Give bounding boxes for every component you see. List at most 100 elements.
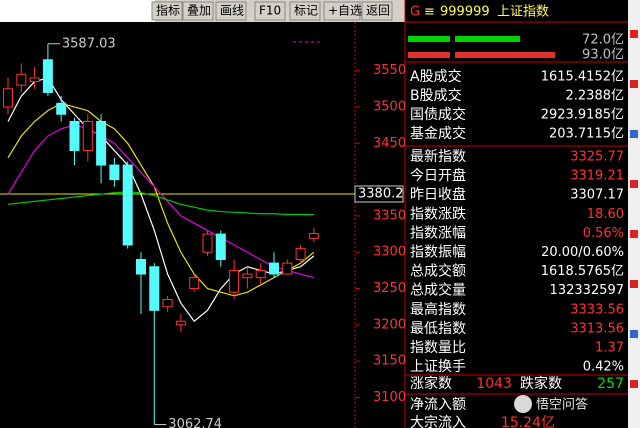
side-strip bbox=[628, 0, 640, 428]
candle-body bbox=[202, 233, 213, 253]
row-label: A股成交 bbox=[410, 68, 462, 85]
bar-label: 93.0亿 bbox=[582, 48, 624, 63]
toolbar-label[interactable]: 叠加 bbox=[187, 4, 211, 18]
candle-body bbox=[29, 77, 40, 83]
candle-body bbox=[16, 73, 27, 86]
toolbar-label[interactable]: 指标 bbox=[156, 3, 180, 18]
menu-icon[interactable]: ≡ bbox=[424, 5, 435, 20]
row-label: 今日开盘 bbox=[410, 167, 466, 184]
row-value: 3333.56 bbox=[570, 302, 624, 317]
y-tick-label: 3300 bbox=[373, 245, 406, 260]
row-label: 指数涨幅 bbox=[410, 225, 466, 241]
toolbar-label[interactable]: 画线 bbox=[220, 4, 244, 18]
row-value: 0.42% bbox=[583, 360, 624, 375]
row-label: 最高指数 bbox=[410, 301, 466, 318]
toolbar-button[interactable] bbox=[215, 1, 247, 21]
row-label: 指数振幅 bbox=[410, 245, 466, 261]
row-label: 总成交量 bbox=[410, 282, 466, 299]
cursor-box bbox=[354, 185, 404, 203]
row-value: 1618.5765亿 bbox=[541, 264, 624, 279]
row-label: 总成交额 bbox=[410, 263, 466, 280]
row-value: 3307.17 bbox=[570, 188, 624, 203]
high-annotation: 3587.03 bbox=[62, 36, 116, 51]
ma-line bbox=[7, 191, 314, 216]
candle-body bbox=[162, 298, 173, 308]
toolbar-button[interactable] bbox=[289, 1, 321, 21]
candle-body bbox=[282, 262, 293, 275]
side-icons bbox=[630, 30, 638, 388]
candle-body bbox=[3, 88, 13, 108]
candle-body bbox=[42, 59, 53, 93]
row-label: 基金成交 bbox=[410, 125, 466, 142]
row-label: 指数量比 bbox=[410, 340, 466, 356]
low-annotation: 3062.74 bbox=[168, 417, 222, 428]
row-value: 2.2388亿 bbox=[566, 89, 625, 104]
y-tick-label: 3350 bbox=[373, 208, 406, 223]
row-value: 3325.77 bbox=[570, 150, 624, 165]
candle-body bbox=[255, 269, 266, 279]
row-value: 18.60 bbox=[587, 207, 624, 222]
candle-body bbox=[69, 121, 80, 152]
watermark: 悟空问答 bbox=[536, 397, 588, 413]
row-label: 昨日收盘 bbox=[410, 186, 466, 203]
candle-body bbox=[136, 258, 146, 275]
y-tick-label: 3450 bbox=[373, 136, 406, 151]
row-value: 1.37 bbox=[595, 341, 624, 356]
candle-body bbox=[122, 164, 133, 246]
toolbar-button[interactable] bbox=[361, 1, 393, 21]
y-tick-label: 3150 bbox=[373, 354, 406, 369]
candle-body bbox=[96, 121, 107, 166]
bar-label: 72.0亿 bbox=[582, 33, 624, 48]
candle-body bbox=[56, 102, 67, 115]
toolbar-label[interactable]: 标记 bbox=[294, 4, 318, 18]
flow-label: 大宗流入 bbox=[410, 415, 466, 428]
row-value: 1615.4152亿 bbox=[541, 70, 624, 85]
flow-label: 净流入额 bbox=[410, 397, 466, 413]
row-value: 132332597 bbox=[550, 283, 624, 298]
toolbar-button[interactable] bbox=[151, 1, 183, 21]
toolbar-label[interactable]: F10 bbox=[259, 4, 281, 18]
dynamic: 指标 叠加 画线 F10 标记 +自选 返回 3100 3150 3200 3250 3300 3350… bbox=[0, 1, 625, 428]
y-tick-label: 3100 bbox=[373, 390, 406, 405]
row-label: 上证换手 bbox=[410, 358, 466, 375]
breadth-label: 涨家数 bbox=[410, 375, 452, 392]
row-value: 20.00/0.60% bbox=[541, 245, 624, 260]
toolbar-label[interactable]: +自选 bbox=[328, 4, 362, 18]
row-value: 2923.9185亿 bbox=[541, 108, 624, 123]
flow-value: 15.24亿 bbox=[501, 415, 555, 428]
row-label: B股成交 bbox=[410, 87, 462, 104]
candle-body bbox=[82, 121, 93, 152]
y-tick-label: 3550 bbox=[373, 63, 406, 78]
watermark-icon bbox=[514, 395, 532, 413]
toolbar-button[interactable] bbox=[323, 1, 361, 21]
y-tick-label: 3500 bbox=[373, 99, 406, 114]
toolbar-button[interactable] bbox=[254, 1, 286, 21]
row-label: 国债成交 bbox=[410, 106, 466, 123]
toolbar-label[interactable]: 返回 bbox=[366, 4, 390, 18]
row-value: 0.56% bbox=[583, 226, 624, 241]
stock-code: 999999 bbox=[440, 5, 490, 20]
row-value: 3319.21 bbox=[570, 169, 624, 184]
breadth-up: 1043 bbox=[476, 376, 512, 392]
row-label: 指数涨跌 bbox=[410, 206, 466, 222]
row-value: 203.7115亿 bbox=[549, 127, 624, 142]
row-label: 最新指数 bbox=[410, 149, 466, 165]
cursor-label: 3380.2 bbox=[358, 186, 404, 201]
candle-body bbox=[189, 277, 200, 290]
candle-body bbox=[215, 233, 226, 260]
candle-body bbox=[109, 164, 120, 181]
candle-body bbox=[308, 233, 319, 239]
row-value: 3313.56 bbox=[570, 321, 624, 336]
bars bbox=[408, 36, 555, 58]
panel-mark: G bbox=[410, 5, 420, 20]
row-label: 最低指数 bbox=[410, 321, 466, 337]
candle-body bbox=[229, 269, 240, 293]
candle-body bbox=[269, 262, 279, 275]
toolbar-button[interactable] bbox=[182, 1, 214, 21]
breadth-down: 257 bbox=[597, 376, 624, 392]
breadth-label: 跌家数 bbox=[520, 375, 562, 392]
candle-body bbox=[295, 248, 306, 260]
stock-name: 上证指数 bbox=[497, 5, 549, 20]
